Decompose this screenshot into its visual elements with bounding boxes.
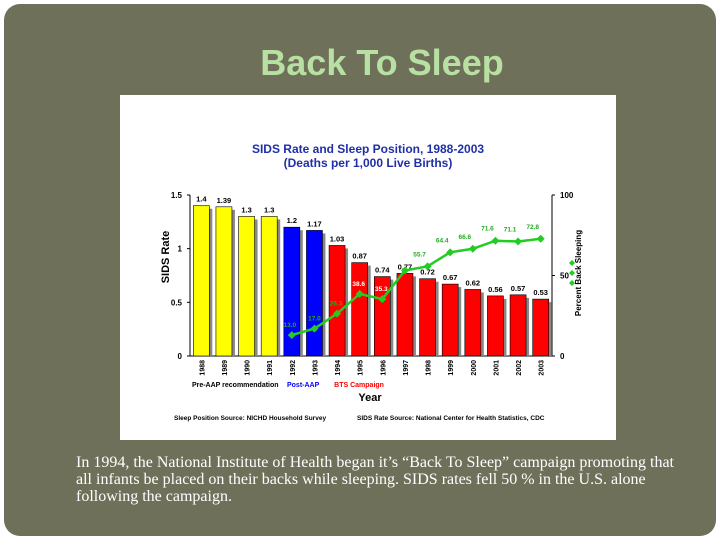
- line-point: [355, 289, 364, 298]
- bar: [509, 294, 527, 357]
- line-point: [468, 244, 477, 253]
- slide: Back To Sleep SIDS Rate and Sleep Positi…: [4, 4, 716, 536]
- period-label: Post-AAP: [287, 382, 320, 389]
- y-tick-label: 1: [178, 245, 183, 254]
- bar-value-label: 1.3: [241, 205, 251, 214]
- bar-value-label: 1.2: [287, 216, 297, 225]
- chart-title: SIDS Rate and Sleep Position, 1988-2003: [252, 142, 484, 156]
- legend-diamond: [569, 260, 575, 266]
- slide-title: Back To Sleep: [260, 42, 504, 83]
- bar-value-label: 0.62: [466, 278, 481, 287]
- source-left: Sleep Position Source: NICHD Household S…: [174, 415, 326, 422]
- x-tick-label: 1992: [290, 360, 297, 376]
- line-point: [514, 237, 523, 246]
- line-value-label: 26.3: [330, 301, 343, 308]
- period-label: Pre-AAP recommendation: [192, 382, 279, 389]
- bar-value-label: 1.3: [264, 205, 274, 214]
- line-point: [310, 324, 319, 333]
- x-tick-label: 2002: [516, 360, 523, 376]
- bar: [351, 262, 368, 357]
- line-point: [333, 309, 342, 318]
- line-point: [378, 295, 387, 304]
- bar-value-label: 1.17: [307, 219, 322, 228]
- bar: [441, 283, 459, 357]
- line-value-label: 55.7: [413, 251, 426, 258]
- period-label: BTS Campaign: [334, 382, 384, 389]
- x-tick-label: 1988: [199, 360, 206, 376]
- x-tick-label: 1999: [448, 360, 455, 376]
- bar: [532, 298, 549, 357]
- sids-chart: SIDS Rate and Sleep Position, 1988-2003 …: [160, 142, 583, 422]
- legend-diamond: [569, 270, 575, 276]
- chart-subtitle: (Deaths per 1,000 Live Births): [284, 156, 453, 170]
- bar: [306, 230, 323, 357]
- bar: [283, 226, 301, 357]
- bar-value-label: 0.74: [375, 266, 390, 275]
- x-tick-label: 1989: [222, 360, 229, 376]
- line-value-label: 64.4: [436, 237, 449, 244]
- bar-value-label: 0.56: [488, 285, 503, 294]
- line-point: [287, 331, 296, 340]
- bar: [238, 216, 255, 357]
- line-point: [536, 234, 545, 243]
- x-tick-label: 1996: [380, 360, 387, 376]
- line-value-label: 17.0: [308, 316, 321, 323]
- x-tick-label: 1998: [426, 360, 433, 376]
- line-value-label: 72.8: [526, 224, 539, 231]
- x-tick-label: 1995: [358, 360, 365, 376]
- line-point: [446, 248, 455, 257]
- bar-value-label: 1.03: [330, 234, 345, 243]
- x-tick-label: 2000: [471, 360, 478, 376]
- y2-tick-label: 50: [560, 272, 569, 281]
- bar: [396, 273, 414, 357]
- bar: [328, 245, 346, 357]
- bar: [487, 295, 504, 357]
- y-tick-label: 1.5: [171, 191, 183, 200]
- line-point: [423, 262, 432, 271]
- bar: [193, 205, 210, 357]
- x-tick-label: 1993: [312, 360, 319, 376]
- x-tick-label: 2003: [539, 360, 546, 376]
- bar-value-label: 0.67: [443, 273, 458, 282]
- source-right: SIDS Rate Source: National Center for He…: [357, 415, 545, 422]
- bar: [260, 216, 278, 357]
- y-tick-label: 0.5: [171, 298, 183, 307]
- bar: [374, 276, 391, 357]
- x-axis-label: Year: [358, 392, 382, 404]
- bar-value-label: 0.72: [420, 268, 435, 277]
- x-tick-label: 1991: [267, 360, 274, 376]
- line-value-label: 71.6: [481, 226, 494, 233]
- y-tick-label: 0: [178, 352, 183, 361]
- y2-axis-label: Percent Back Sleeping: [574, 230, 583, 316]
- y2-tick-label: 0: [560, 352, 565, 361]
- chart-image: SIDS Rate and Sleep Position, 1988-2003 …: [120, 95, 616, 440]
- x-tick-label: 2001: [493, 360, 500, 376]
- bar-value-label: 0.87: [352, 252, 367, 261]
- bar: [464, 289, 482, 357]
- y-axis-label: SIDS Rate: [160, 231, 172, 284]
- bar: [215, 206, 233, 357]
- line-point: [491, 236, 500, 245]
- bar: [419, 278, 436, 357]
- line-value-label: 38.6: [352, 281, 365, 288]
- line-value-label: 66.6: [458, 234, 471, 241]
- bar-value-label: 1.39: [217, 196, 232, 205]
- caption: In 1994, the National Institute of Healt…: [76, 454, 674, 505]
- x-tick-label: 1994: [335, 360, 342, 376]
- line-value-label: 71.1: [504, 227, 517, 234]
- x-tick-label: 1997: [403, 360, 410, 376]
- bar-value-label: 0.53: [533, 288, 548, 297]
- legend-diamond: [569, 280, 575, 286]
- bar-value-label: 1.4: [196, 195, 207, 204]
- line-value-label: 13.0: [283, 322, 296, 329]
- line-value-label: 53.1: [398, 258, 411, 265]
- line-point: [400, 266, 409, 275]
- bar-value-label: 0.57: [511, 284, 526, 293]
- x-tick-label: 1990: [245, 360, 252, 376]
- y2-tick-label: 100: [560, 191, 574, 200]
- line-value-label: 35.3: [375, 286, 388, 293]
